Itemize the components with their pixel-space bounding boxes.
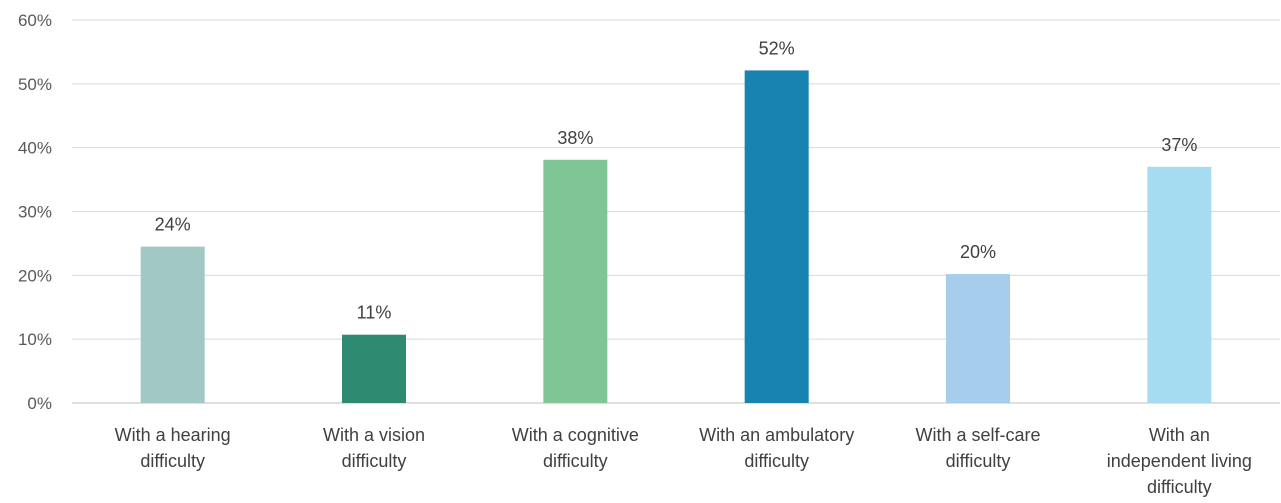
- data-label: 24%: [155, 215, 191, 235]
- data-labels: 24% 11% 38% 52% 20% 37%: [155, 38, 1198, 322]
- x-tick-label: With a cognitive difficulty: [512, 425, 639, 471]
- y-tick-label: 50%: [18, 75, 52, 94]
- data-label: 37%: [1161, 135, 1197, 155]
- bars: [140, 70, 1212, 403]
- x-axis-labels: With a hearing difficulty With a vision dif…: [115, 425, 1252, 497]
- data-label: 11%: [357, 303, 392, 323]
- bar: [744, 70, 809, 403]
- bar: [1147, 166, 1212, 403]
- y-tick-label: 20%: [18, 266, 52, 285]
- y-tick-label: 30%: [18, 203, 52, 222]
- bar: [543, 159, 608, 403]
- x-tick-label: With a vision difficulty: [323, 425, 425, 471]
- x-tick-label: With an ambulatory difficulty: [699, 425, 854, 471]
- data-label: 52%: [759, 38, 795, 58]
- x-tick-label: With a hearing difficulty: [115, 425, 231, 471]
- bar: [342, 334, 406, 403]
- x-tick-label: With an independent living difficulty: [1107, 425, 1252, 497]
- data-label: 38%: [557, 128, 593, 148]
- gridlines: [72, 19, 1280, 404]
- bar: [140, 246, 205, 403]
- y-tick-label: 0%: [27, 394, 52, 413]
- y-tick-label: 40%: [18, 139, 52, 158]
- data-label: 20%: [960, 242, 996, 262]
- x-tick-label: With a self-care difficulty: [915, 425, 1040, 471]
- bar: [946, 274, 1010, 403]
- y-tick-label: 10%: [18, 330, 52, 349]
- y-axis-ticks: 0% 10% 20% 30% 40% 50% 60%: [18, 11, 52, 413]
- y-tick-label: 60%: [18, 11, 52, 30]
